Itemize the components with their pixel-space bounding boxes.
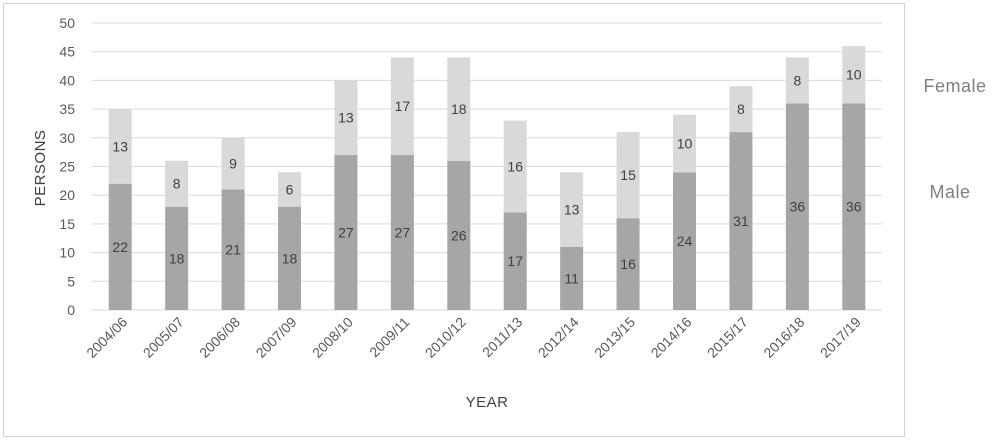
y-tick-label: 20: [59, 187, 75, 203]
x-tick-label: 2013/15: [591, 314, 638, 361]
bar-male: [503, 212, 527, 310]
data-label-female: 13: [338, 110, 354, 126]
x-tick-label: 2008/10: [309, 314, 356, 361]
x-tick-label: 2007/09: [253, 314, 300, 361]
bar-female: [108, 109, 132, 184]
bar-female: [278, 172, 301, 207]
y-tick-label: 30: [59, 130, 75, 146]
bar-female: [165, 160, 189, 207]
data-label-female: 13: [564, 202, 580, 218]
bar-female: [673, 114, 696, 173]
y-tick-label: 45: [59, 44, 75, 60]
data-label-male: 18: [282, 250, 298, 266]
y-axis-title: PERSONS: [32, 130, 49, 207]
y-tick-label: 0: [67, 302, 75, 318]
data-label-male: 36: [846, 199, 862, 215]
x-tick-label: 2005/07: [140, 314, 187, 361]
data-label-male: 36: [790, 199, 806, 215]
bar-female: [560, 172, 584, 247]
bar-female: [334, 80, 358, 156]
data-label-male: 24: [677, 233, 693, 249]
x-tick-label: 2017/19: [817, 314, 864, 361]
bar-female: [221, 137, 245, 190]
gridlines: [92, 22, 882, 311]
bar-female: [447, 57, 471, 161]
bar-female: [729, 86, 753, 133]
x-tick-label: 2014/16: [648, 314, 695, 361]
data-label-female: 9: [229, 156, 237, 172]
bar-male: [108, 183, 132, 310]
data-label-female: 8: [737, 101, 745, 117]
x-axis-ticks: 2004/06 2005/07 2006/08 2007/09 2008/10 2009/…: [83, 314, 864, 361]
bar-female: [616, 132, 640, 219]
bar-female: [785, 57, 809, 104]
y-tick-label: 10: [59, 245, 75, 261]
data-label-female: 6: [286, 181, 294, 197]
x-tick-label: 2011/13: [479, 314, 526, 361]
data-label-male: 31: [733, 213, 749, 229]
y-tick-label: 35: [59, 101, 75, 117]
data-label-female: 17: [395, 98, 411, 114]
data-label-male: 27: [338, 225, 354, 241]
bar-male: [390, 155, 414, 310]
data-label-male: 27: [395, 225, 411, 241]
data-label-female: 10: [677, 136, 693, 152]
x-tick-label: 2015/17: [704, 314, 751, 361]
bars: 22 13 18 8 21 9 18 6 27 13 27 17 26 18 17 16 11 13 16 15 24 1…: [108, 45, 866, 310]
data-label-female: 8: [793, 72, 801, 88]
bar-female: [503, 120, 527, 213]
bar-male: [842, 103, 866, 310]
bar-male: [560, 246, 584, 310]
data-label-male: 18: [169, 250, 185, 266]
data-label-female: 15: [620, 167, 636, 183]
y-tick-label: 40: [59, 72, 75, 88]
bar-male: [673, 172, 696, 310]
data-label-male: 26: [451, 227, 467, 243]
x-tick-label: 2004/06: [83, 314, 130, 361]
data-label-female: 16: [507, 159, 523, 175]
data-label-female: 10: [846, 67, 862, 83]
y-axis-ticks: 0 5 10 15 20 25 30 35 40 45 50: [59, 15, 75, 318]
legend-male: Male: [929, 182, 970, 202]
x-tick-label: 2016/18: [760, 314, 807, 361]
bar-male: [278, 206, 301, 310]
data-label-male: 16: [620, 256, 636, 272]
data-label-male: 11: [564, 270, 579, 286]
bar-male: [334, 155, 358, 310]
x-tick-label: 2012/14: [535, 314, 582, 361]
bar-female: [390, 57, 414, 156]
data-label-female: 18: [451, 101, 467, 117]
x-axis-title: YEAR: [466, 394, 509, 411]
chart-frame: [3, 3, 905, 437]
y-tick-label: 15: [59, 216, 75, 232]
data-label-female: 13: [112, 138, 128, 154]
y-tick-label: 25: [59, 159, 75, 175]
bar-male: [447, 160, 471, 310]
y-tick-label: 5: [67, 273, 75, 289]
data-label-female: 8: [173, 176, 181, 192]
data-label-male: 21: [225, 242, 241, 258]
x-tick-label: 2010/12: [422, 314, 469, 361]
data-label-male: 22: [112, 239, 128, 255]
data-label-male: 17: [507, 253, 523, 269]
legend-female: Female: [923, 76, 986, 96]
bar-male: [729, 132, 753, 310]
bar-male: [221, 189, 245, 310]
x-tick-label: 2006/08: [196, 314, 243, 361]
bar-male: [785, 103, 809, 310]
bar-female: [842, 45, 866, 104]
bar-male: [616, 218, 640, 310]
x-tick-label: 2009/11: [366, 314, 413, 361]
y-tick-label: 50: [59, 15, 75, 31]
bar-male: [165, 206, 189, 310]
